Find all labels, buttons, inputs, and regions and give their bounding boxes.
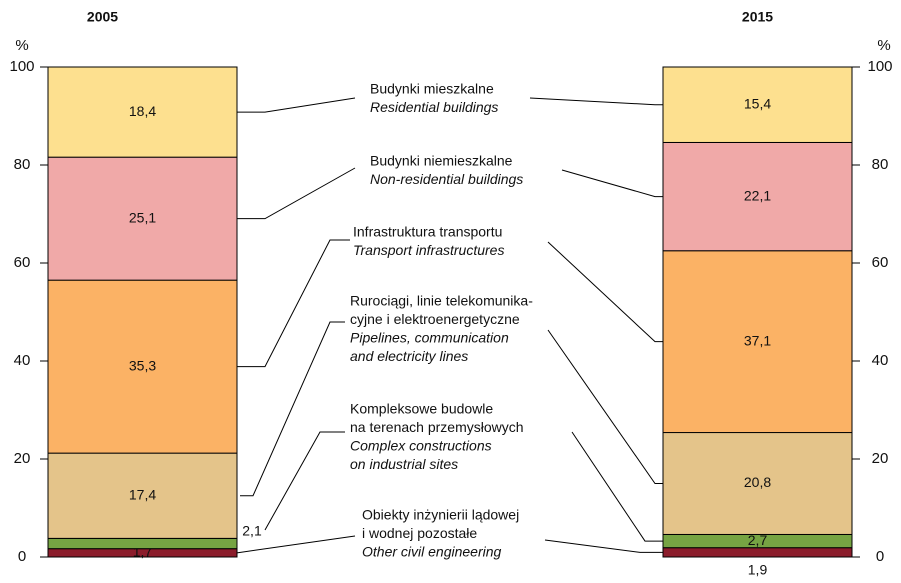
legend-label: Budynki niemieszkalne (370, 153, 513, 169)
legend-label-en: Transport infrastructures (353, 242, 504, 258)
bar-segment (47, 156, 238, 281)
value-label: 2,1 (242, 523, 262, 539)
value-label: 35,3 (129, 357, 156, 373)
connector (561, 169, 663, 198)
bar-segment (662, 432, 853, 535)
bar-segment (47, 452, 238, 539)
value-label: 15,4 (744, 95, 771, 111)
value-label: 1,9 (748, 562, 768, 578)
value-label: 25,1 (129, 209, 156, 225)
legend-label: Obiekty inżynierii lądowej (362, 507, 519, 523)
connector (237, 97, 356, 113)
legend-label: na terenach przemysłowych (350, 419, 524, 435)
connector (237, 239, 350, 368)
value-label: 22,1 (744, 187, 771, 203)
y-tick-label: 60 (872, 254, 889, 271)
legend-label-en: Non-residential buildings (370, 171, 523, 187)
bar-segment (662, 66, 853, 143)
y-tick-label: 100 (867, 58, 892, 75)
legend-label-en: Residential buildings (370, 99, 498, 115)
y-tick-label: 0 (876, 548, 884, 565)
value-label: 17,4 (129, 486, 156, 502)
connector (571, 431, 663, 542)
year-label: 2005 (87, 9, 118, 25)
y-tick-label: 20 (872, 450, 889, 467)
legend-label-en: on industrial sites (350, 456, 458, 472)
y-tick-label: 60 (14, 254, 31, 271)
y-tick-label: 80 (872, 156, 889, 173)
bar-segment (662, 141, 853, 252)
value-label: 2,7 (748, 532, 768, 548)
connector (264, 431, 345, 531)
y-tick-label: 40 (14, 352, 31, 369)
value-label: 20,8 (744, 474, 771, 490)
value-label: 18,4 (129, 103, 156, 119)
connector (547, 329, 663, 484)
y-tick-label: 40 (872, 352, 889, 369)
bar-segment (47, 537, 238, 550)
bar-segment (662, 547, 853, 558)
year-label: 2015 (742, 9, 773, 25)
y-tick-label: 0 (18, 548, 26, 565)
connector (547, 241, 663, 343)
bar-segment (47, 66, 238, 158)
connector (237, 167, 356, 220)
bar-segment (47, 279, 238, 454)
legend-label-en: Other civil engineering (362, 544, 502, 560)
connector (529, 97, 663, 106)
connector (240, 321, 345, 497)
legend-label: i wodnej pozostałe (362, 525, 477, 541)
connector (544, 539, 663, 553)
unit-label-left: % (15, 37, 28, 54)
y-tick-label: 80 (14, 156, 31, 173)
legend-label: cyjne i elektroenergetyczne (350, 311, 520, 327)
value-label: 37,1 (744, 332, 771, 348)
legend-label-en: Pipelines, communication (350, 330, 509, 346)
y-tick-label: 100 (9, 58, 34, 75)
legend-label: Infrastruktura transportu (353, 224, 502, 240)
legend-label-en: and electricity lines (350, 348, 468, 364)
unit-label-right: % (877, 37, 890, 54)
legend-label: Budynki mieszkalne (370, 81, 494, 97)
connector (236, 535, 356, 554)
y-tick-label: 20 (14, 450, 31, 467)
legend-label-en: Complex constructions (350, 438, 492, 454)
legend-label: Rurociągi, linie telekomunika- (350, 293, 533, 309)
legend-label: Kompleksowe budowle (350, 401, 493, 417)
